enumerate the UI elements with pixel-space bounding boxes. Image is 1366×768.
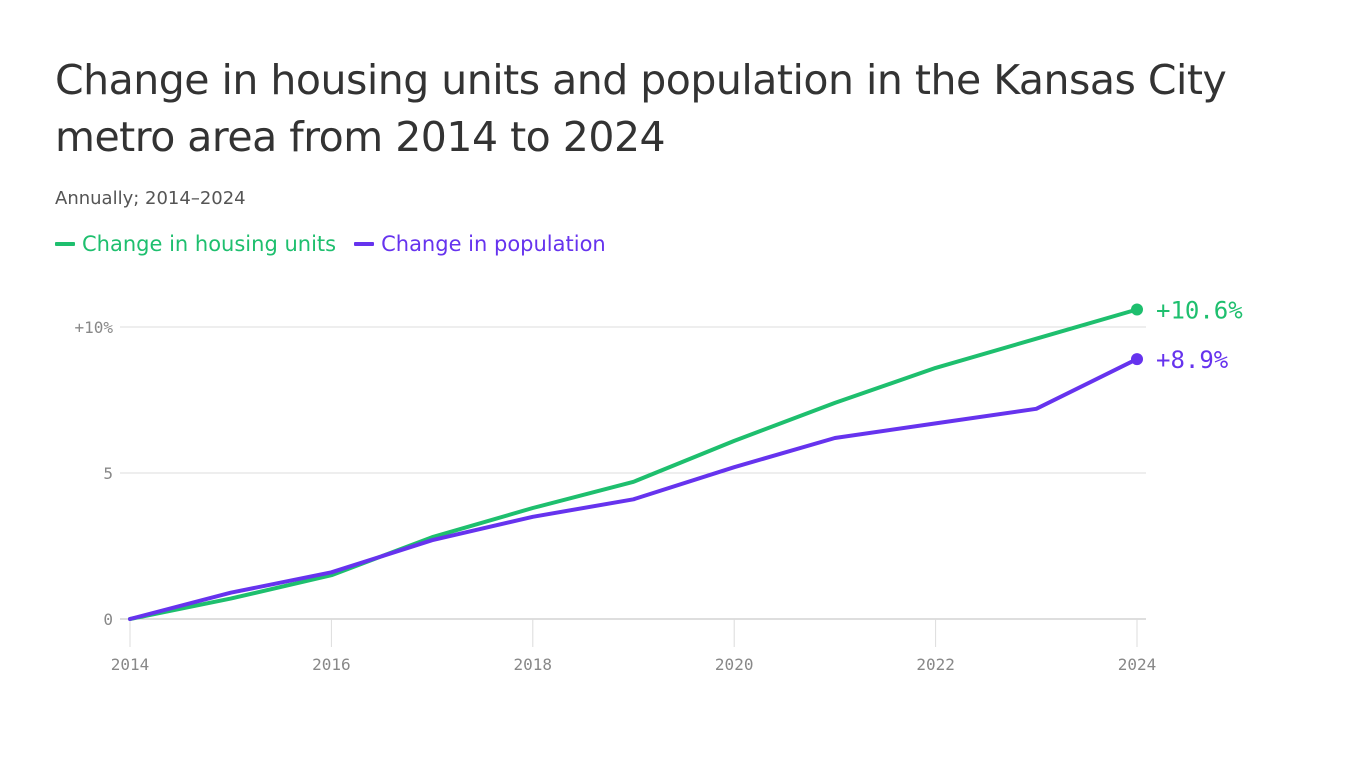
x-tick-label: 2016	[312, 655, 351, 674]
y-tick-label: 0	[103, 610, 113, 629]
x-tick-label: 2022	[916, 655, 955, 674]
gridlines	[120, 326, 1146, 620]
end-point-housing	[1131, 303, 1143, 316]
end-label-population: +8.9%	[1156, 346, 1229, 374]
x-tick-label: 2024	[1118, 655, 1157, 674]
legend-swatch-population	[354, 242, 375, 246]
x-tick-label: 2020	[715, 655, 754, 674]
end-labels: +10.6% +8.9%	[1156, 296, 1243, 374]
legend-label-population: Change in population	[381, 232, 606, 256]
series-line-population	[128, 357, 1139, 621]
chart-subtitle: Annually; 2014–2024	[55, 188, 246, 209]
y-tick-label: 5	[103, 464, 113, 483]
y-tick-label: +10%	[74, 318, 113, 337]
legend: Change in housing units Change in popula…	[55, 232, 624, 256]
axes: +10% 5 0 2014 2016 2018 2020 2022 2024	[74, 318, 1156, 674]
series-line-housing	[128, 307, 1139, 621]
chart-title: Change in housing units and population i…	[55, 56, 1227, 161]
legend-item-housing: Change in housing units	[55, 232, 336, 256]
series	[128, 303, 1143, 621]
x-tick-label: 2018	[514, 655, 553, 674]
legend-swatch-housing	[55, 242, 75, 246]
end-label-housing: +10.6%	[1156, 296, 1243, 324]
end-point-population	[1131, 353, 1143, 366]
x-tick-label: 2014	[111, 655, 150, 674]
legend-item-population: Change in population	[354, 232, 606, 256]
legend-label-housing: Change in housing units	[82, 232, 337, 256]
